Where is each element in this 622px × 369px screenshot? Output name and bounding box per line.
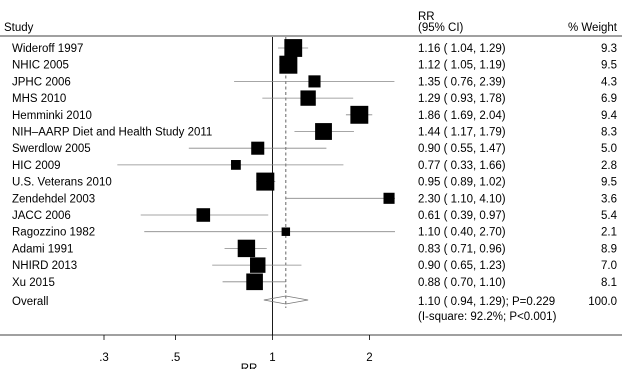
weight-box: [315, 123, 332, 140]
study-ci-text: 0.95 ( 0.89, 1.02): [418, 177, 506, 189]
weight-box: [237, 239, 256, 258]
x-axis-ticks: .3 .5 1 2: [99, 335, 373, 364]
weight-box: [284, 39, 303, 57]
study-weight: 3.6: [601, 193, 617, 205]
study-ci-text: 1.29 ( 0.93, 1.78): [418, 93, 506, 105]
weight-box: [281, 227, 291, 236]
study-label: HIC 2009: [12, 160, 61, 172]
x-axis-label: RR: [241, 363, 258, 369]
study-ci-text: 0.77 ( 0.33, 1.66): [418, 160, 506, 172]
overall-heterogeneity: (I-square: 92.2%; P<0.001): [418, 311, 557, 323]
study-label: JPHC 2006: [12, 76, 71, 88]
weight-box: [251, 141, 265, 155]
study-weight: 5.4: [601, 210, 618, 222]
study-weight: 7.0: [601, 260, 617, 272]
study-weight: 2.1: [601, 227, 617, 239]
study-weight: 9.5: [601, 177, 617, 189]
weight-box: [196, 208, 211, 222]
study-weight: 9.4: [601, 110, 618, 122]
study-label: Xu 2015: [12, 277, 55, 289]
study-label: NHIC 2005: [12, 60, 69, 72]
header-study: Study: [4, 22, 34, 34]
study-ci-text: 0.83 ( 0.71, 0.96): [418, 243, 506, 255]
overall-label: Overall: [12, 296, 48, 308]
weight-box: [300, 90, 316, 106]
study-ci-text: 1.16 ( 1.04, 1.29): [418, 43, 506, 55]
header-weight: % Weight: [568, 22, 618, 34]
study-ci-text: 0.90 ( 0.65, 1.23): [418, 260, 506, 272]
study-ci-text: 0.88 ( 0.70, 1.10): [418, 277, 506, 289]
study-label: MHS 2010: [12, 93, 66, 105]
study-label: Swerdlow 2005: [12, 143, 91, 155]
x-tick-label: 2: [366, 352, 372, 364]
weight-box: [350, 105, 369, 124]
study-weight: 8.1: [601, 277, 617, 289]
study-weight: 9.3: [601, 43, 617, 55]
header-ci: (95% CI): [418, 22, 464, 34]
study-ci-text: 1.44 ( 1.17, 1.79): [418, 127, 506, 139]
study-label: Adami 1991: [12, 243, 73, 255]
study-weight: 8.3: [601, 127, 617, 139]
study-ci-text: 1.10 ( 0.40, 2.70): [418, 227, 506, 239]
overall-group: Overall 1.10 ( 0.94, 1.29); P=0.229 (I-s…: [12, 296, 617, 323]
study-label: Wideroff 1997: [12, 43, 83, 55]
study-weight: 5.0: [601, 143, 617, 155]
header-rr: RR: [418, 11, 435, 23]
weight-box: [383, 192, 395, 204]
study-ci-text: 0.61 ( 0.39, 0.97): [418, 210, 506, 222]
overall-diamond: [263, 295, 309, 305]
overall-weight: 100.0: [588, 296, 617, 308]
x-tick-label: 1: [269, 352, 275, 364]
rows-group: Wideroff 1997 1.16 ( 1.04, 1.29) 9.3 NHIC 2…: [12, 37, 618, 335]
study-weight: 4.3: [601, 76, 617, 88]
study-weight: 8.9: [601, 243, 617, 255]
weight-box: [308, 75, 321, 88]
study-ci-text: 1.12 ( 1.05, 1.19): [418, 60, 506, 72]
x-tick-label: .5: [171, 352, 181, 364]
study-weight: 2.8: [601, 160, 617, 172]
study-label: NHIRD 2013: [12, 260, 77, 272]
weight-box: [246, 273, 263, 291]
study-label: Zendehdel 2003: [12, 193, 95, 205]
study-weight: 6.9: [601, 93, 617, 105]
study-ci-text: 2.30 ( 1.10, 4.10): [418, 193, 506, 205]
weight-box: [279, 55, 298, 74]
study-ci-text: 1.35 ( 0.76, 2.39): [418, 76, 506, 88]
study-label: U.S. Veterans 2010: [12, 177, 112, 189]
study-weight: 9.5: [601, 60, 617, 72]
weight-box: [256, 172, 275, 191]
weight-box: [231, 160, 241, 170]
study-ci-text: 0.90 ( 0.55, 1.47): [418, 143, 506, 155]
study-label: NIH–AARP Diet and Health Study 2011: [12, 127, 212, 139]
weight-box: [250, 257, 266, 273]
study-ci-text: 1.86 ( 1.69, 2.04): [418, 110, 506, 122]
study-label: JACC 2006: [12, 210, 71, 222]
overall-ci-text: 1.10 ( 0.94, 1.29); P=0.229: [418, 296, 555, 308]
x-tick-label: .3: [99, 352, 109, 364]
study-label: Ragozzino 1982: [12, 227, 95, 239]
study-label: Hemminki 2010: [12, 110, 92, 122]
